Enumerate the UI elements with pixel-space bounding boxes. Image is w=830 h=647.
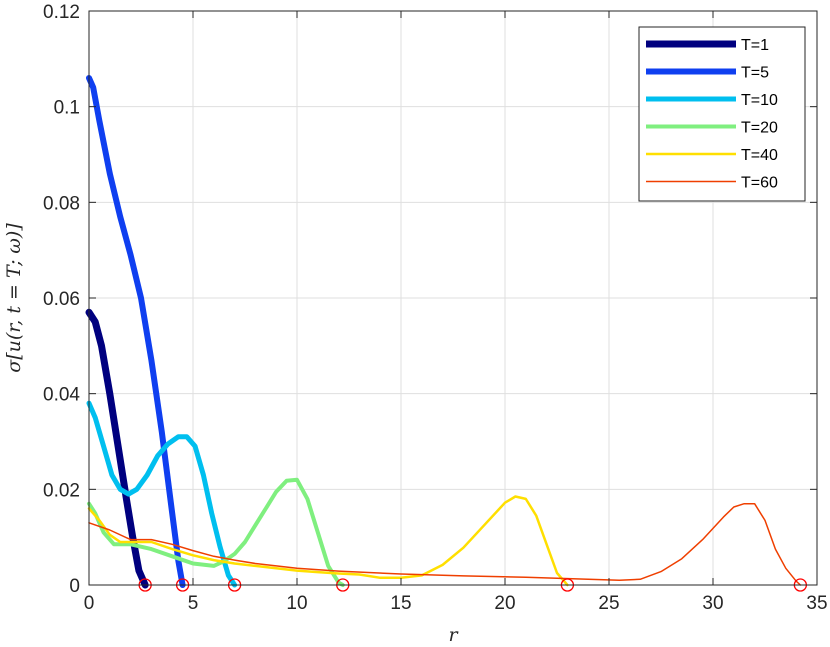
y-tick-label: 0.06 bbox=[43, 289, 80, 310]
legend-label: T=20 bbox=[741, 120, 778, 137]
x-tick-label: 25 bbox=[598, 593, 619, 614]
y-axis-title: σ[u(r, t = T; ω)] bbox=[3, 223, 25, 373]
y-tick-label: 0 bbox=[69, 576, 80, 597]
x-tick-label: 5 bbox=[188, 593, 199, 614]
legend-box bbox=[638, 26, 806, 202]
series-group bbox=[85, 75, 802, 589]
series-line-t-10 bbox=[86, 400, 238, 588]
legend-label: T=5 bbox=[741, 65, 769, 82]
legend: T=1 T=5 T=10 T=20 T=40 T=60 bbox=[638, 26, 806, 202]
y-tick-label: 0.1 bbox=[54, 98, 80, 119]
legend-label: T=1 bbox=[741, 37, 769, 54]
legend-label: T=40 bbox=[741, 147, 778, 164]
x-tick-label: 10 bbox=[286, 593, 307, 614]
series-line-t-60 bbox=[88, 502, 802, 586]
y-tick-label: 0.08 bbox=[43, 193, 80, 214]
y-axis-ticks: 0 0.02 0.04 0.06 0.08 0.1 0.12 bbox=[43, 2, 817, 597]
x-tick-label: 15 bbox=[390, 593, 411, 614]
x-tick-label: 20 bbox=[494, 593, 515, 614]
x-tick-label: 0 bbox=[84, 593, 95, 614]
x-axis-title: r bbox=[448, 624, 459, 646]
series-line-t-5 bbox=[86, 75, 186, 588]
x-axis-ticks: 0 5 10 15 20 25 30 35 bbox=[84, 11, 828, 614]
x-tick-label: 35 bbox=[806, 593, 827, 614]
x-tick-label: 30 bbox=[702, 593, 723, 614]
y-tick-label: 0.12 bbox=[43, 2, 80, 23]
series-line-t-20 bbox=[87, 477, 345, 587]
series-line-t-1 bbox=[85, 308, 149, 589]
y-tick-label: 0.04 bbox=[43, 385, 80, 406]
series-line-t-40 bbox=[87, 495, 569, 587]
legend-label: T=10 bbox=[741, 92, 778, 109]
y-tick-label: 0.02 bbox=[43, 480, 80, 501]
legend-label: T=60 bbox=[741, 175, 778, 192]
